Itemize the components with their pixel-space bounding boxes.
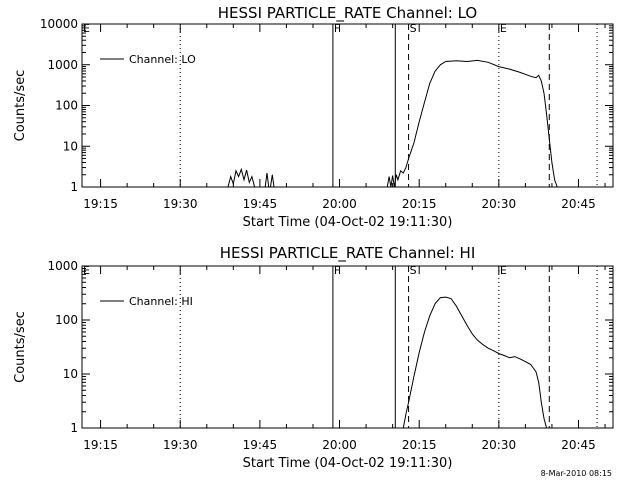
- legend-label: Channel: HI: [129, 295, 193, 308]
- event-marker-label: S: [410, 22, 417, 35]
- x-tick-label: 20:00: [322, 438, 357, 452]
- chart-title: HESSI PARTICLE_RATE Channel: HI: [220, 244, 476, 263]
- y-tick-label: 1000: [47, 259, 78, 273]
- chart-panel-hi: HESSI PARTICLE_RATE Channel: HI Counts/se…: [13, 244, 614, 471]
- series-line: [264, 172, 270, 188]
- event-marker-label: E: [500, 264, 507, 277]
- x-tick-label: 20:30: [482, 438, 517, 452]
- y-tick-label: 10: [63, 367, 78, 381]
- x-tick-label: 19:15: [83, 197, 118, 211]
- series-line: [270, 174, 275, 188]
- event-marker-label: F: [334, 264, 340, 277]
- series-line: [386, 59, 558, 188]
- x-tick-label: 19:15: [83, 438, 118, 452]
- x-tick-label: 20:45: [561, 438, 596, 452]
- legend-label: Channel: LO: [129, 53, 196, 66]
- series-line: [227, 167, 256, 188]
- event-marker-label: F: [334, 22, 340, 35]
- x-tick-label: 19:45: [243, 438, 278, 452]
- event-marker-label: E: [83, 22, 90, 35]
- x-tick-label: 20:00: [322, 197, 357, 211]
- event-marker-label: S: [410, 264, 417, 277]
- series-line: [402, 296, 548, 429]
- x-tick-label: 20:15: [402, 438, 437, 452]
- chart-title: HESSI PARTICLE_RATE Channel: LO: [218, 4, 477, 23]
- x-axis-label: Start Time (04-Oct-02 19:11:30): [243, 215, 453, 230]
- plot-frame: [81, 23, 614, 188]
- x-tick-label: 20:45: [561, 197, 596, 211]
- x-tick-label: 19:30: [163, 438, 198, 452]
- y-tick-label: 10: [63, 139, 78, 153]
- x-tick-label: 19:45: [243, 197, 278, 211]
- event-marker-label: E: [83, 264, 90, 277]
- y-tick-label: 1: [70, 180, 78, 194]
- y-tick-label: 100: [55, 99, 78, 113]
- y-axis-label: Counts/sec: [13, 70, 28, 142]
- y-tick-label: 100: [55, 313, 78, 327]
- plot-frame: [81, 265, 614, 429]
- chart-panel-lo: HESSI PARTICLE_RATE Channel: LO Counts/se…: [13, 4, 614, 230]
- x-tick-label: 19:30: [163, 197, 198, 211]
- y-tick-label: 1: [70, 421, 78, 435]
- event-marker-label: E: [500, 22, 507, 35]
- x-tick-label: 20:15: [402, 197, 437, 211]
- y-tick-label: 1000: [47, 58, 78, 72]
- date-stamp: 8-Mar-2010 08:15: [541, 469, 612, 478]
- y-axis-label: Counts/sec: [13, 311, 28, 383]
- y-tick-label: 10000: [40, 17, 78, 31]
- x-tick-label: 20:30: [482, 197, 517, 211]
- x-axis-label: Start Time (04-Oct-02 19:11:30): [243, 456, 453, 471]
